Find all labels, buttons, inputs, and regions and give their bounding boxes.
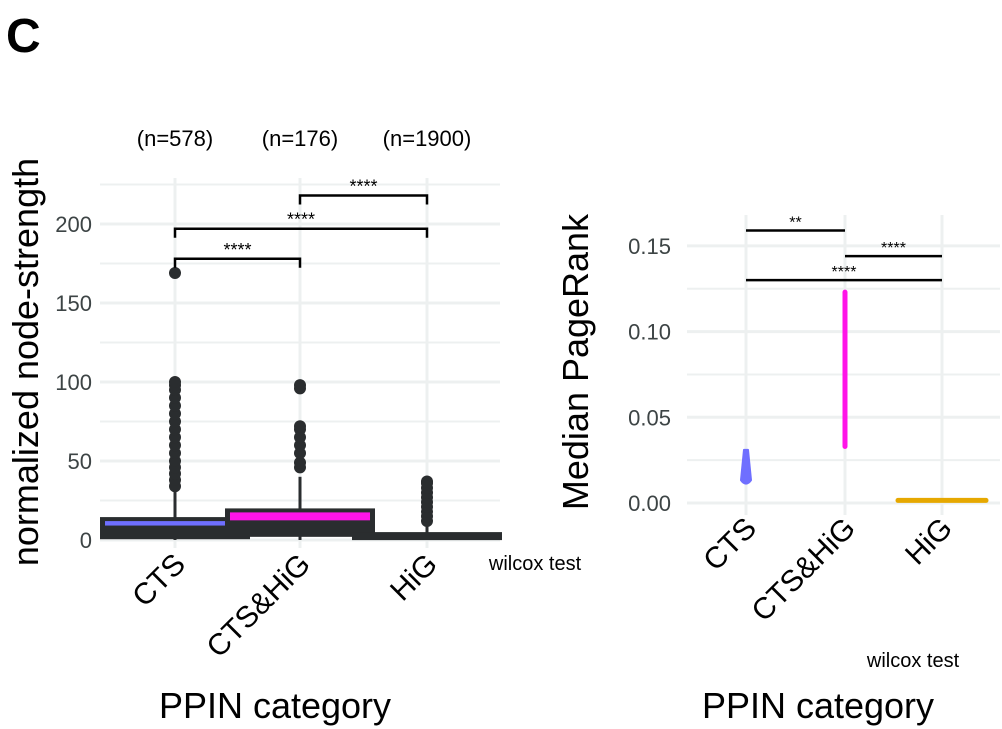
y-axis-title: normalized node-strength: [5, 158, 46, 566]
outlier-point: [294, 420, 306, 433]
y-tick-label: 0.05: [628, 405, 671, 430]
box-fill: [230, 512, 370, 521]
node-strength-boxplot: 0 50 100 150 200 (n=578) (n=176) (n=1900) **** **…: [5, 126, 582, 726]
box: [352, 532, 502, 541]
count-label: (n=578): [137, 126, 213, 151]
significance-bracket: [173, 257, 302, 268]
x-tick-label: CTS: [126, 548, 192, 614]
y-tick-label: 200: [55, 212, 92, 237]
x-tick-label: CTS&HiG: [200, 548, 316, 664]
panel-label: C: [6, 10, 41, 63]
test-note: wilcox test: [866, 650, 960, 672]
count-label: (n=1900): [383, 126, 472, 151]
outlier-point: [169, 266, 181, 279]
x-axis-title: PPIN category: [702, 685, 934, 726]
significance-label: ****: [223, 240, 251, 260]
significance-label: ****: [881, 240, 906, 257]
significance-label: **: [789, 214, 801, 231]
significance-bracket: [298, 194, 429, 205]
count-label: (n=176): [262, 126, 338, 151]
y-tick-label: 100: [55, 370, 92, 395]
outlier-point: [169, 376, 181, 388]
x-axis-title: PPIN category: [159, 685, 391, 726]
y-tick-label: 0.00: [628, 491, 671, 516]
significance-label: ****: [832, 264, 857, 281]
box-fill: [105, 521, 245, 526]
test-note: wilcox test: [488, 553, 582, 575]
x-tick-label: CTS: [697, 512, 763, 578]
y-tick-label: 150: [55, 291, 92, 316]
x-tick-label: HiG: [384, 548, 444, 608]
x-tick-label: CTS&HiG: [745, 512, 861, 628]
significance-label: ****: [287, 210, 315, 230]
outlier-point: [421, 475, 433, 488]
y-tick-label: 0.15: [628, 234, 671, 259]
significance-bracket: [173, 227, 429, 238]
y-tick-label: 0: [80, 528, 92, 553]
y-tick-label: 0.10: [628, 320, 671, 345]
y-axis-title: Median PageRank: [555, 213, 596, 510]
y-tick-label: 50: [68, 449, 92, 474]
violin-cts: [740, 448, 752, 485]
outlier-point: [294, 456, 306, 469]
x-tick-label: HiG: [899, 512, 959, 572]
significance-label: ****: [349, 177, 377, 197]
outlier-point: [294, 379, 306, 392]
